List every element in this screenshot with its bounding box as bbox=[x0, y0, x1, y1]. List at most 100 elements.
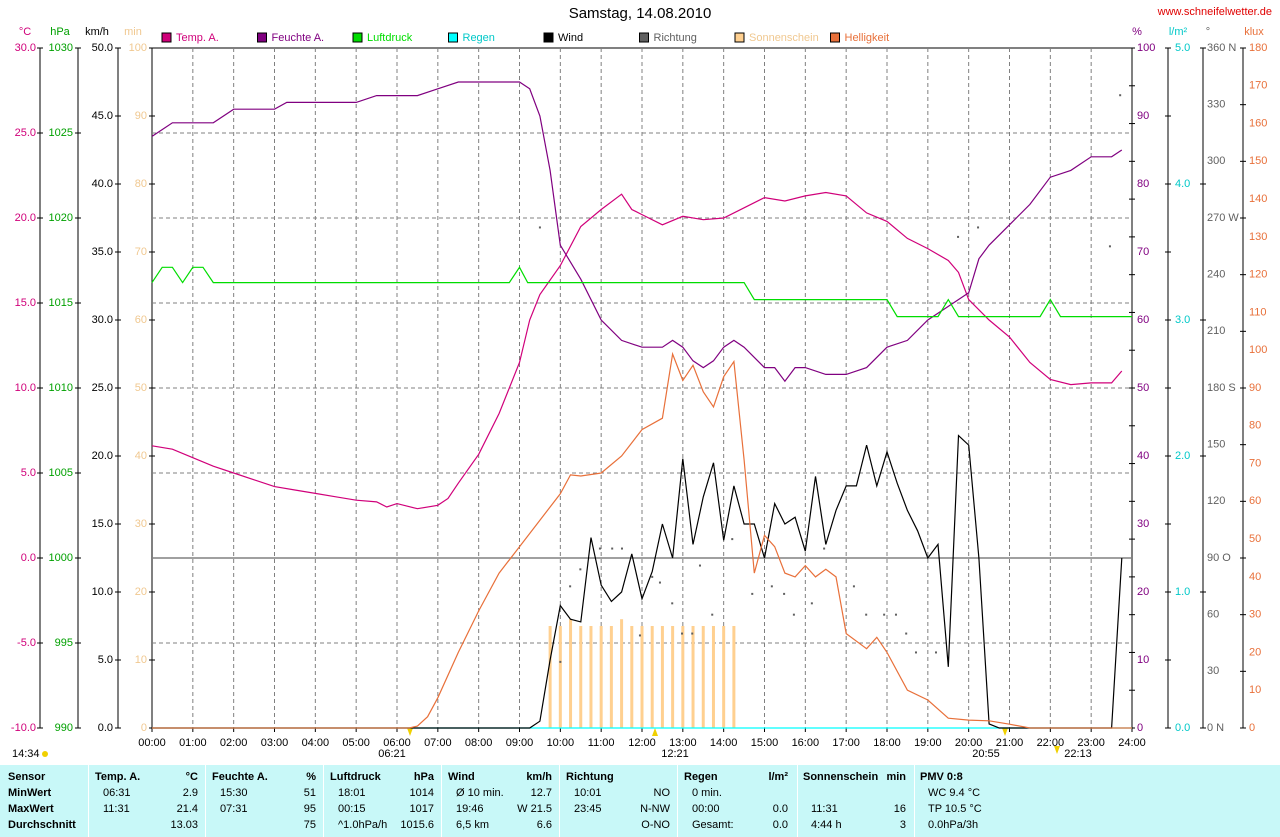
y-tick-label: 120 bbox=[1249, 269, 1267, 281]
cell: 12.7 bbox=[530, 787, 552, 799]
cell: TP 10.5 °C bbox=[928, 803, 982, 815]
y-tick-label: 20 bbox=[135, 586, 147, 598]
y-tick-label: 0 bbox=[1137, 722, 1143, 734]
cell: NO bbox=[653, 787, 671, 799]
x-tick-label: 03:00 bbox=[261, 737, 289, 749]
annotation: 06:21 bbox=[378, 748, 406, 760]
cell: 13.03 bbox=[170, 819, 198, 831]
y-tick-label: 60 bbox=[1207, 609, 1219, 621]
y-tick-label: 1010 bbox=[49, 382, 73, 394]
cell: 21.4 bbox=[176, 803, 198, 815]
point bbox=[792, 613, 795, 616]
bar bbox=[579, 626, 583, 728]
point bbox=[671, 602, 674, 605]
y-tick-label: 5.0 bbox=[1175, 42, 1190, 54]
header-unit: km/h bbox=[526, 771, 552, 783]
cell: 11:31 bbox=[811, 803, 838, 815]
point bbox=[770, 585, 773, 588]
cell: 75 bbox=[303, 819, 316, 831]
y-tick-label: 2.0 bbox=[1175, 450, 1190, 462]
point bbox=[731, 538, 734, 541]
x-tick-label: 07:00 bbox=[424, 737, 452, 749]
y-tick-label: 90 bbox=[1249, 382, 1261, 394]
point bbox=[681, 632, 684, 635]
cell: N-NW bbox=[640, 803, 670, 815]
annotation: 12:21 bbox=[661, 748, 689, 760]
y-tick-label: 60 bbox=[1249, 495, 1261, 507]
x-tick-label: 17:00 bbox=[832, 737, 860, 749]
line bbox=[151, 191, 1123, 510]
legend-label: Helligkeit bbox=[845, 32, 890, 44]
point bbox=[559, 660, 562, 663]
y-tick-label: 240 bbox=[1207, 269, 1225, 281]
cell: 07:31 bbox=[220, 803, 248, 815]
point bbox=[1108, 245, 1111, 248]
header-cell: Wind bbox=[448, 771, 475, 783]
x-tick-label: 08:00 bbox=[465, 737, 493, 749]
cell: O-NO bbox=[641, 819, 670, 831]
point bbox=[894, 613, 897, 616]
header-cell: Richtung bbox=[566, 771, 614, 783]
cell: 19:46 bbox=[456, 803, 484, 815]
y-tick-label: 20 bbox=[1249, 646, 1261, 658]
legend-swatch bbox=[639, 32, 649, 43]
point bbox=[823, 547, 826, 550]
y-tick-label: 110 bbox=[1249, 306, 1267, 318]
y-tick-label: 330 bbox=[1207, 99, 1225, 111]
bar bbox=[732, 626, 736, 728]
point bbox=[598, 547, 601, 550]
x-tick-label: 01:00 bbox=[179, 737, 207, 749]
legend-swatch bbox=[734, 32, 745, 43]
y-tick-label: 270 W bbox=[1207, 212, 1239, 224]
cell: ^1.0hPa/h bbox=[338, 819, 388, 831]
axis-unit: ° bbox=[1206, 26, 1210, 38]
cell: 51 bbox=[303, 787, 316, 799]
bar bbox=[711, 626, 715, 728]
annotation: 20:55 bbox=[972, 748, 1000, 760]
point bbox=[611, 547, 614, 550]
legend-label: Sonnenschein bbox=[749, 32, 819, 44]
legend-swatch bbox=[830, 32, 840, 43]
y-tick-label: 360 N bbox=[1207, 42, 1236, 54]
y-tick-label: 30 bbox=[135, 518, 147, 530]
bar bbox=[558, 626, 562, 728]
point bbox=[883, 613, 886, 616]
header-unit: l/m² bbox=[768, 771, 788, 783]
y-tick-label: 100 bbox=[1249, 344, 1267, 356]
axis-unit: km/h bbox=[85, 26, 109, 38]
y-tick-label: 1.0 bbox=[1175, 586, 1190, 598]
y-tick-label: 80 bbox=[135, 178, 147, 190]
row-label: MaxWert bbox=[8, 803, 54, 815]
x-tick-label: 09:00 bbox=[506, 737, 534, 749]
point bbox=[579, 568, 582, 571]
y-tick-label: 170 bbox=[1249, 80, 1267, 92]
y-tick-label: 20.0 bbox=[15, 212, 36, 224]
x-tick-label: 02:00 bbox=[220, 737, 248, 749]
x-tick-label: 05:00 bbox=[342, 737, 370, 749]
bar bbox=[640, 626, 644, 728]
annotation: 22:13 bbox=[1064, 748, 1092, 760]
x-tick-label: 24:00 bbox=[1118, 737, 1146, 749]
stats-table: Sensor Temp. A. °C Feuchte A.% Luftdruck hPa W… bbox=[0, 765, 1280, 837]
y-tick-label: 50 bbox=[135, 382, 147, 394]
column-separator bbox=[559, 765, 560, 837]
point bbox=[698, 564, 701, 567]
legend-label: Wind bbox=[558, 32, 583, 44]
x-tick-label: 13:00 bbox=[669, 737, 697, 749]
cell: 95 bbox=[303, 803, 316, 815]
point bbox=[620, 547, 623, 550]
column-separator bbox=[797, 765, 798, 837]
y-tick-label: 90 bbox=[135, 110, 147, 122]
line bbox=[152, 351, 1132, 729]
legend-swatch bbox=[257, 32, 267, 43]
cell: 18:01 bbox=[338, 787, 366, 799]
noon-marker bbox=[652, 728, 658, 736]
sunset-marker bbox=[1002, 728, 1008, 736]
x-tick-label: 22:00 bbox=[1037, 737, 1065, 749]
y-tick-label: 70 bbox=[1249, 457, 1261, 469]
cell: 1014 bbox=[409, 787, 434, 799]
y-tick-label: 210 bbox=[1207, 325, 1225, 337]
cell: 1017 bbox=[409, 803, 434, 815]
x-tick-label: 11:00 bbox=[588, 737, 615, 749]
